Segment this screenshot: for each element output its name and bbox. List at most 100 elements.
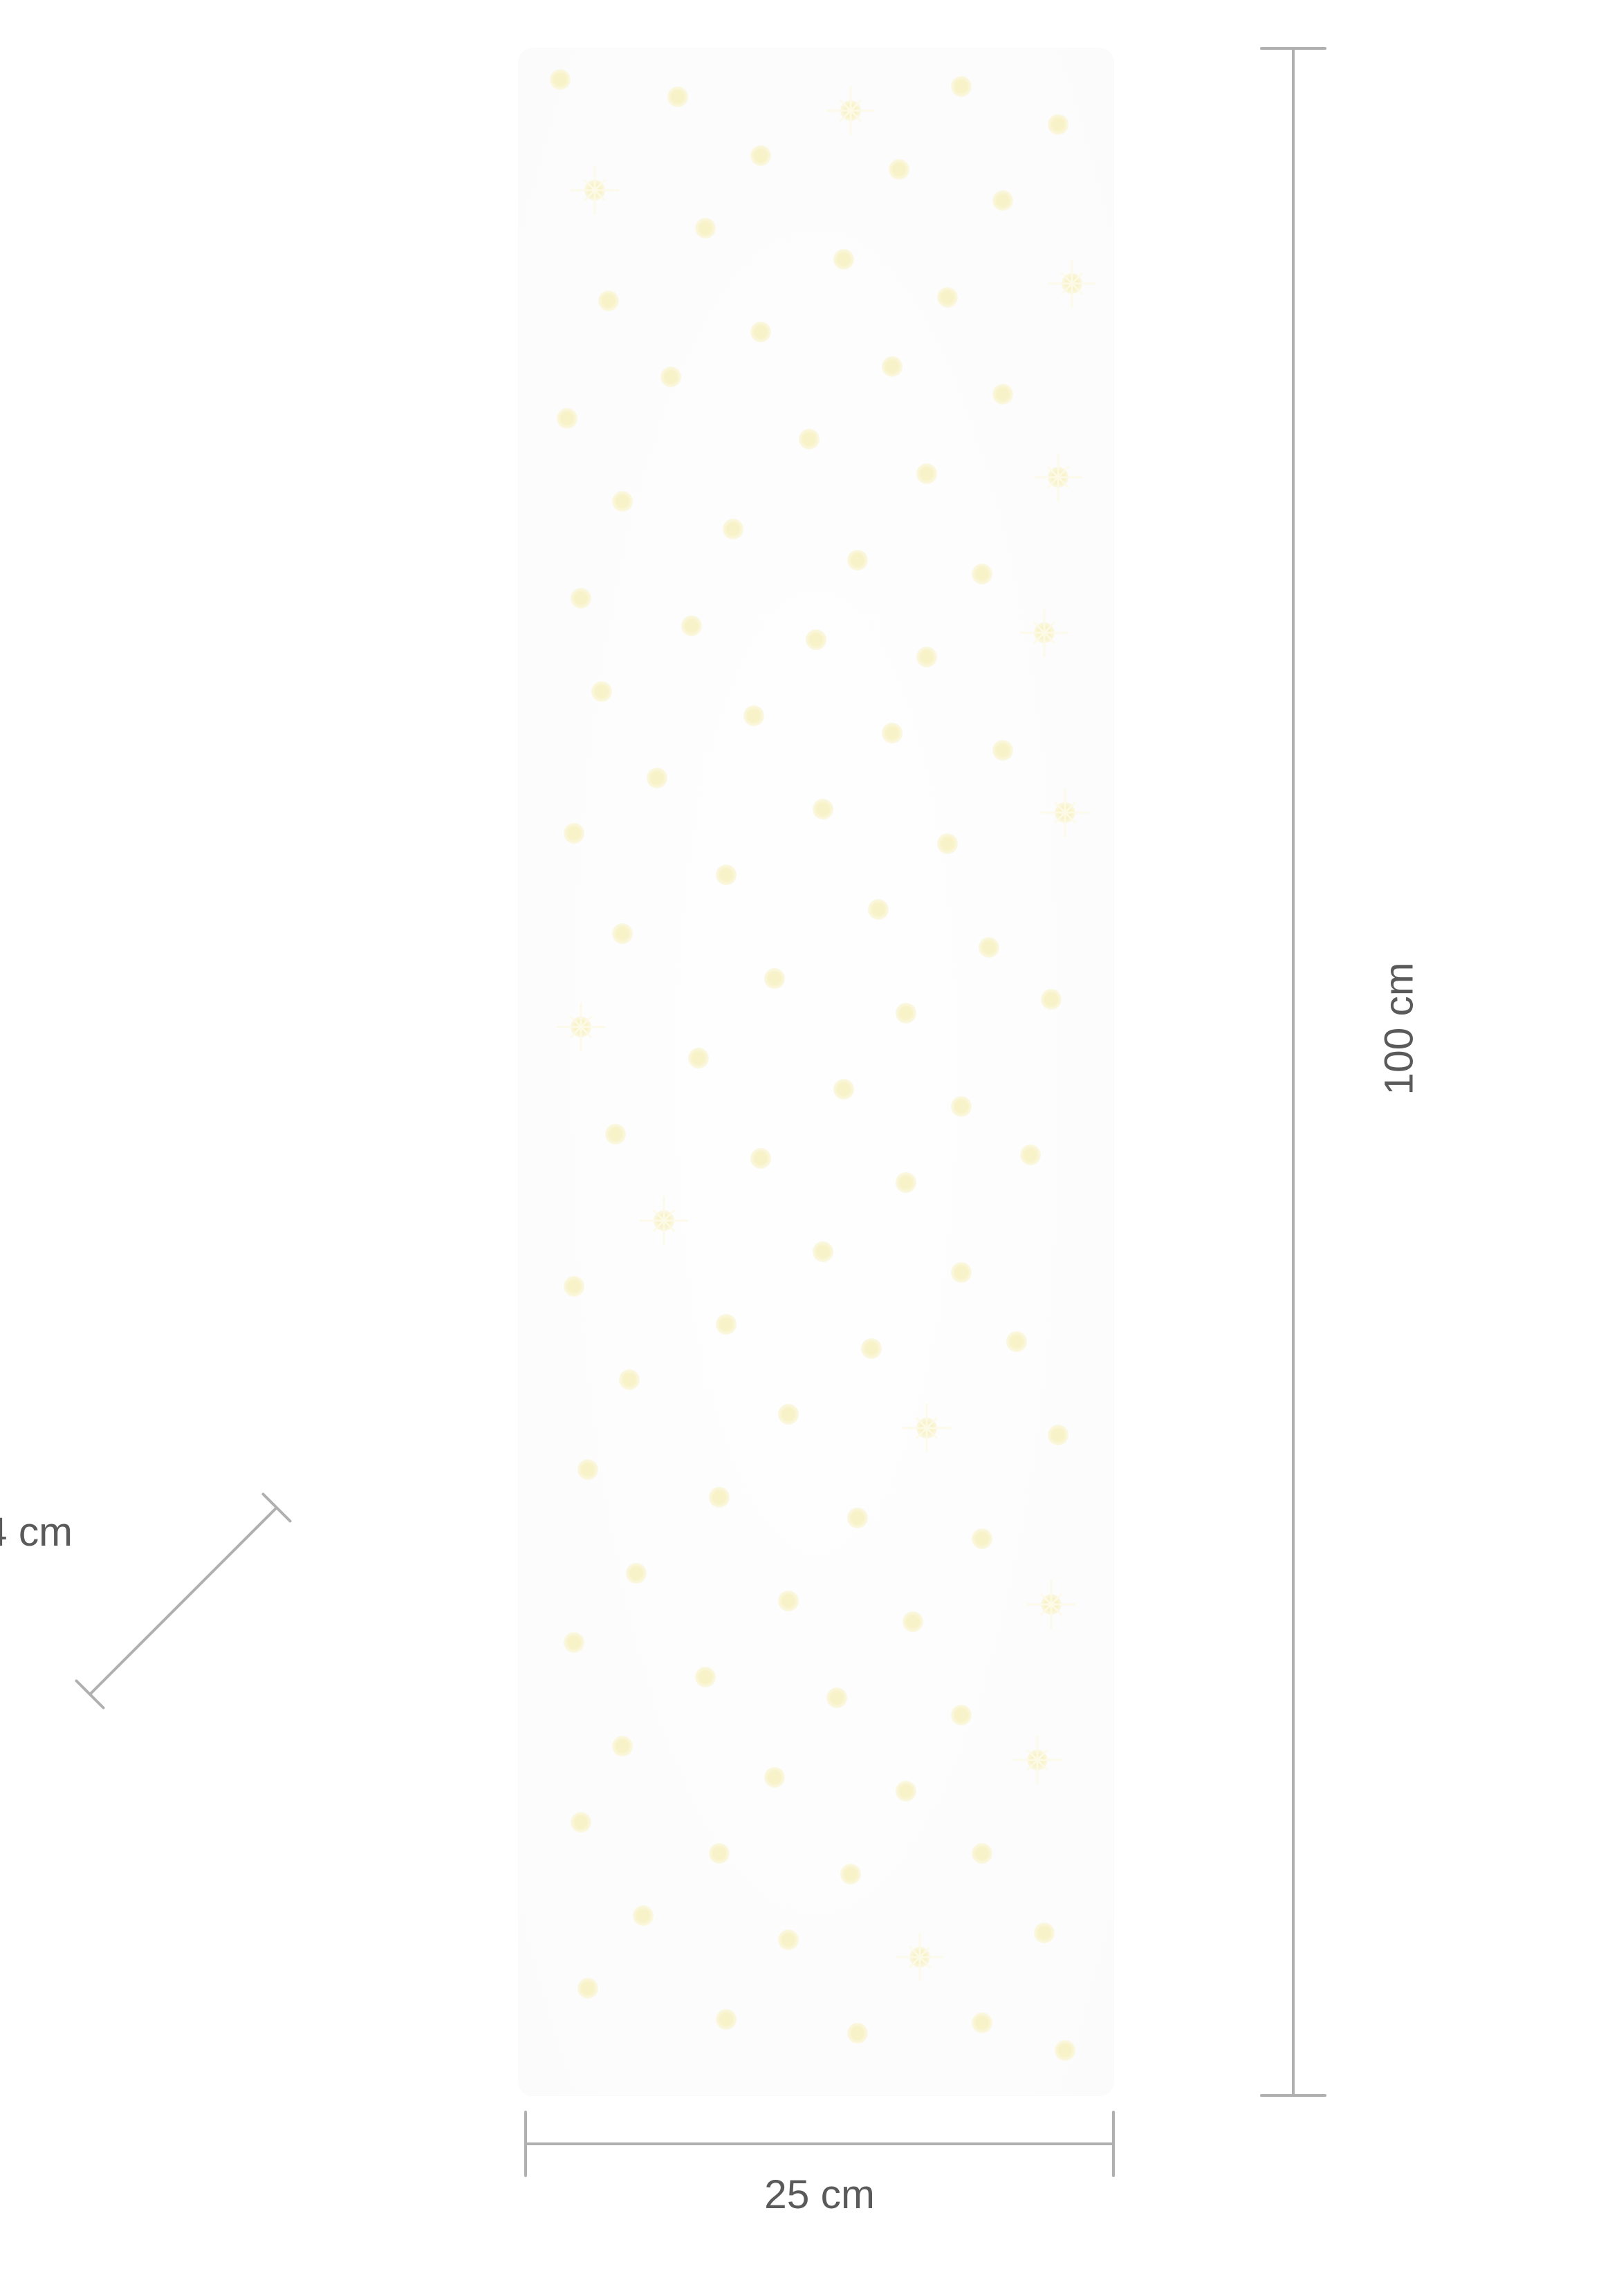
light-dot <box>916 463 937 484</box>
light-dot <box>1020 1145 1041 1165</box>
light-dot <box>1048 114 1068 135</box>
light-dot <box>889 159 909 180</box>
light-dot <box>951 76 972 97</box>
light-dot <box>847 1508 868 1528</box>
light-dot <box>951 1262 972 1283</box>
light-dot <box>972 1843 992 1864</box>
light-dot <box>847 2023 868 2044</box>
light-dot <box>847 550 868 571</box>
light-dot <box>896 1003 916 1024</box>
light-dot <box>896 1172 916 1193</box>
light-dot <box>1055 2040 1075 2061</box>
light-dot <box>813 1241 833 1262</box>
sparkle-icon <box>900 1401 954 1455</box>
light-dot <box>577 1459 598 1480</box>
light-dot <box>695 218 716 239</box>
sparkle-icon <box>824 84 878 138</box>
light-dot <box>695 1667 716 1687</box>
light-dot <box>750 1148 771 1169</box>
light-dot <box>564 1276 584 1297</box>
light-dot <box>1048 1425 1068 1445</box>
light-dot <box>605 1124 626 1145</box>
light-dot <box>1034 1923 1055 1943</box>
light-dot <box>667 86 688 107</box>
sparkle-icon <box>893 1930 947 1984</box>
light-dot <box>972 1528 992 1549</box>
light-dot <box>571 588 591 609</box>
sparkle-icon <box>1031 450 1085 504</box>
light-dot <box>1048 467 1068 488</box>
light-dot <box>868 899 889 920</box>
height-bracket <box>1258 45 1329 2099</box>
light-dot <box>709 1843 730 1864</box>
light-dot <box>764 1767 785 1788</box>
light-dot <box>833 1079 854 1100</box>
light-dot <box>612 491 633 512</box>
light-dot <box>972 2012 992 2033</box>
dimension-diagram: 100 cm25 cm4 cm <box>0 0 1610 2296</box>
light-dot <box>882 356 903 377</box>
light-dot <box>626 1563 647 1584</box>
sparkle-icon <box>1017 606 1071 660</box>
depth-bracket <box>48 1466 318 1736</box>
light-dot <box>750 322 771 342</box>
light-dot <box>778 1591 799 1611</box>
light-dot <box>591 681 612 702</box>
light-dot <box>716 2009 737 2030</box>
light-dot <box>826 1687 847 1708</box>
light-dot <box>723 519 743 539</box>
sparkle-icon <box>1045 257 1099 311</box>
light-dot <box>647 768 667 788</box>
light-dot <box>612 923 633 944</box>
sparkle-icon <box>1010 1733 1064 1787</box>
light-dot <box>571 1017 591 1037</box>
sparkle-icon <box>554 1000 608 1054</box>
light-dot <box>709 1487 730 1508</box>
light-dot <box>1027 1750 1048 1770</box>
light-dot <box>896 1781 916 1802</box>
light-dot <box>778 1929 799 1950</box>
light-dot <box>654 1210 674 1231</box>
light-dot <box>992 190 1013 211</box>
light-dot <box>571 1812 591 1833</box>
light-dot <box>909 1947 930 1968</box>
light-dot <box>951 1096 972 1117</box>
light-dot <box>799 429 820 450</box>
light-dot <box>584 180 605 201</box>
light-dot <box>688 1048 709 1068</box>
light-dot <box>557 408 577 429</box>
light-dot <box>972 564 992 584</box>
light-dot <box>840 1864 861 1885</box>
light-dot <box>1041 989 1062 1010</box>
light-dot <box>564 1632 584 1653</box>
light-dot <box>764 968 785 989</box>
light-dot <box>840 100 861 121</box>
light-dot <box>937 287 958 308</box>
light-dot <box>1034 622 1055 643</box>
light-dot <box>806 629 826 650</box>
light-dot <box>778 1404 799 1425</box>
light-dot <box>1062 273 1082 294</box>
light-dot <box>577 1978 598 1999</box>
depth-label: 4 cm <box>0 1509 73 1555</box>
light-dot <box>633 1905 654 1926</box>
light-dot <box>833 249 854 270</box>
light-dot <box>951 1705 972 1725</box>
light-dot <box>598 290 619 311</box>
light-dot <box>992 384 1013 405</box>
light-dot <box>992 740 1013 761</box>
light-dot <box>564 823 584 844</box>
light-dot <box>660 367 681 387</box>
light-dot <box>903 1611 923 1632</box>
sparkle-icon <box>568 163 622 217</box>
light-dot <box>1055 802 1075 823</box>
light-dot <box>612 1736 633 1757</box>
sparkle-icon <box>1024 1577 1078 1631</box>
light-dot <box>916 647 937 667</box>
light-dot <box>743 705 764 726</box>
sparkle-icon <box>637 1194 691 1248</box>
light-dot <box>813 799 833 820</box>
light-dot <box>716 1314 737 1335</box>
light-dot <box>916 1418 937 1438</box>
light-dot <box>1006 1331 1027 1352</box>
